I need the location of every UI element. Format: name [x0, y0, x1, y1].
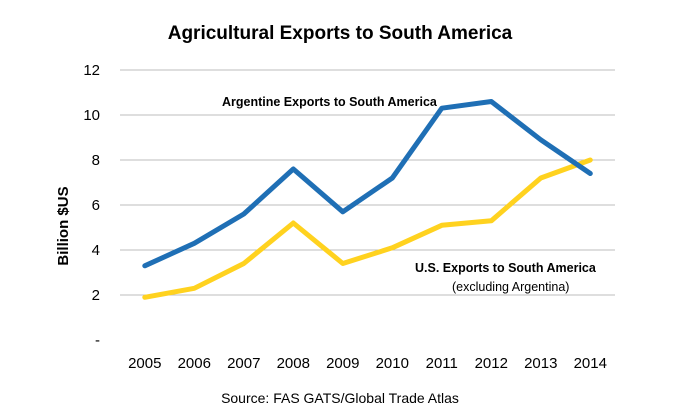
x-tick-label: 2008 [277, 355, 310, 372]
series-line-us [142, 157, 593, 300]
y-tick-label: 8 [92, 152, 100, 169]
x-tick-label: 2007 [227, 355, 260, 372]
x-tick-label: 2006 [178, 355, 211, 372]
x-tick-label: 2014 [574, 355, 607, 372]
gridlines [120, 69, 615, 296]
y-tick-label: - [95, 332, 100, 349]
series-label-us: U.S. Exports to South America [415, 261, 597, 275]
chart-title: Agricultural Exports to South America [168, 23, 513, 44]
y-tick-label: 2 [92, 287, 100, 304]
y-tick-label: 12 [83, 62, 100, 79]
x-tick-label: 2013 [524, 355, 557, 372]
y-tick-label: 4 [92, 242, 100, 259]
chart-source: Source: FAS GATS/Global Trade Atlas [221, 390, 459, 406]
y-tick-label: 10 [83, 107, 100, 124]
x-tick-label: 2011 [426, 355, 458, 372]
series-label-argentine: Argentine Exports to South America [222, 95, 438, 109]
x-axis-ticks: 2005 2006 2007 2008 2009 2010 2011 2012 2013 2014 [128, 355, 607, 372]
x-tick-label: 2012 [475, 355, 508, 372]
y-axis-label: Billion $US [55, 186, 72, 265]
x-tick-label: 2009 [326, 355, 359, 372]
y-axis-ticks: - 2 4 6 8 10 12 [83, 62, 100, 349]
series-line-argentine [142, 99, 593, 269]
y-tick-label: 6 [92, 197, 100, 214]
series-lines [142, 99, 593, 300]
series-label-us-note: (excluding Argentina) [452, 280, 569, 294]
x-tick-label: 2005 [128, 355, 161, 372]
x-tick-label: 2010 [376, 355, 409, 372]
